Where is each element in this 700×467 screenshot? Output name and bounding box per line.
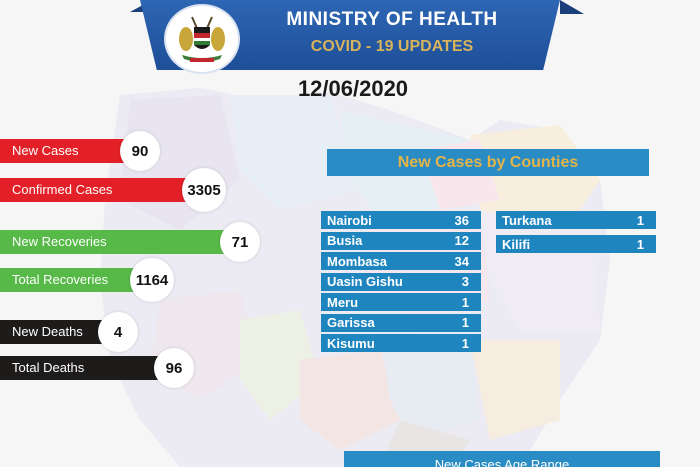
stat-label: Total Deaths (0, 356, 162, 380)
county-name: Garissa (327, 315, 375, 330)
stat-label: New Cases (0, 139, 132, 163)
county-row: Mombasa 34 (321, 252, 481, 270)
stat-value: 71 (220, 222, 260, 262)
stat-label: Confirmed Cases (0, 178, 192, 202)
county-count: 1 (636, 212, 644, 228)
stat-label: New Deaths (0, 320, 102, 344)
county-row: Nairobi 36 (321, 211, 481, 229)
county-count: 36 (454, 212, 469, 228)
county-row: Kilifi 1 (496, 235, 656, 253)
covid-updates-subtitle: COVID - 19 UPDATES (310, 38, 474, 55)
county-count: 1 (461, 335, 469, 351)
county-name: Kilifi (502, 236, 531, 252)
age-range-header: New Cases Age Range (344, 451, 660, 467)
county-name: Uasin Gishu (327, 274, 403, 289)
stat-label: Total Recoveries (0, 268, 140, 292)
county-name: Turkana (502, 212, 552, 228)
county-name: Meru (327, 294, 359, 310)
county-count: 1 (636, 236, 644, 252)
county-count: 34 (454, 253, 469, 269)
stat-value: 1164 (130, 258, 174, 302)
county-row: Turkana 1 (496, 211, 656, 229)
kenya-coat-of-arms-icon (164, 4, 240, 74)
county-row: Kisumu 1 (321, 334, 481, 352)
stat-label: New Recoveries (0, 230, 230, 254)
stat-value: 4 (98, 312, 138, 352)
header-banner: MINISTRY OF HEALTH COVID - 19 UPDATES (130, 0, 584, 74)
county-count: 1 (461, 294, 469, 310)
county-row: Meru 1 (321, 293, 481, 311)
county-count: 3 (461, 274, 469, 289)
counties-header: New Cases by Counties (327, 149, 649, 176)
county-row: Busia 12 (321, 231, 481, 250)
county-count: 12 (454, 233, 469, 248)
counties-right-list: Turkana 1 Kilifi 1 (496, 211, 656, 256)
counties-left-list: Nairobi 36 Busia 12 Mombasa 34 Uasin Gishu 3… (321, 211, 481, 355)
county-name: Mombasa (327, 253, 387, 269)
stat-value: 96 (154, 348, 194, 388)
ministry-title: MINISTRY OF HEALTH (286, 9, 498, 30)
county-name: Busia (327, 233, 363, 248)
stat-value: 90 (120, 131, 160, 171)
county-name: Nairobi (327, 212, 372, 228)
report-date: 12/06/2020 (297, 76, 409, 101)
county-name: Kisumu (327, 335, 375, 351)
stat-value: 3305 (182, 168, 226, 212)
county-row: Uasin Gishu 3 (321, 272, 481, 291)
county-row: Garissa 1 (321, 313, 481, 332)
county-count: 1 (461, 315, 469, 330)
